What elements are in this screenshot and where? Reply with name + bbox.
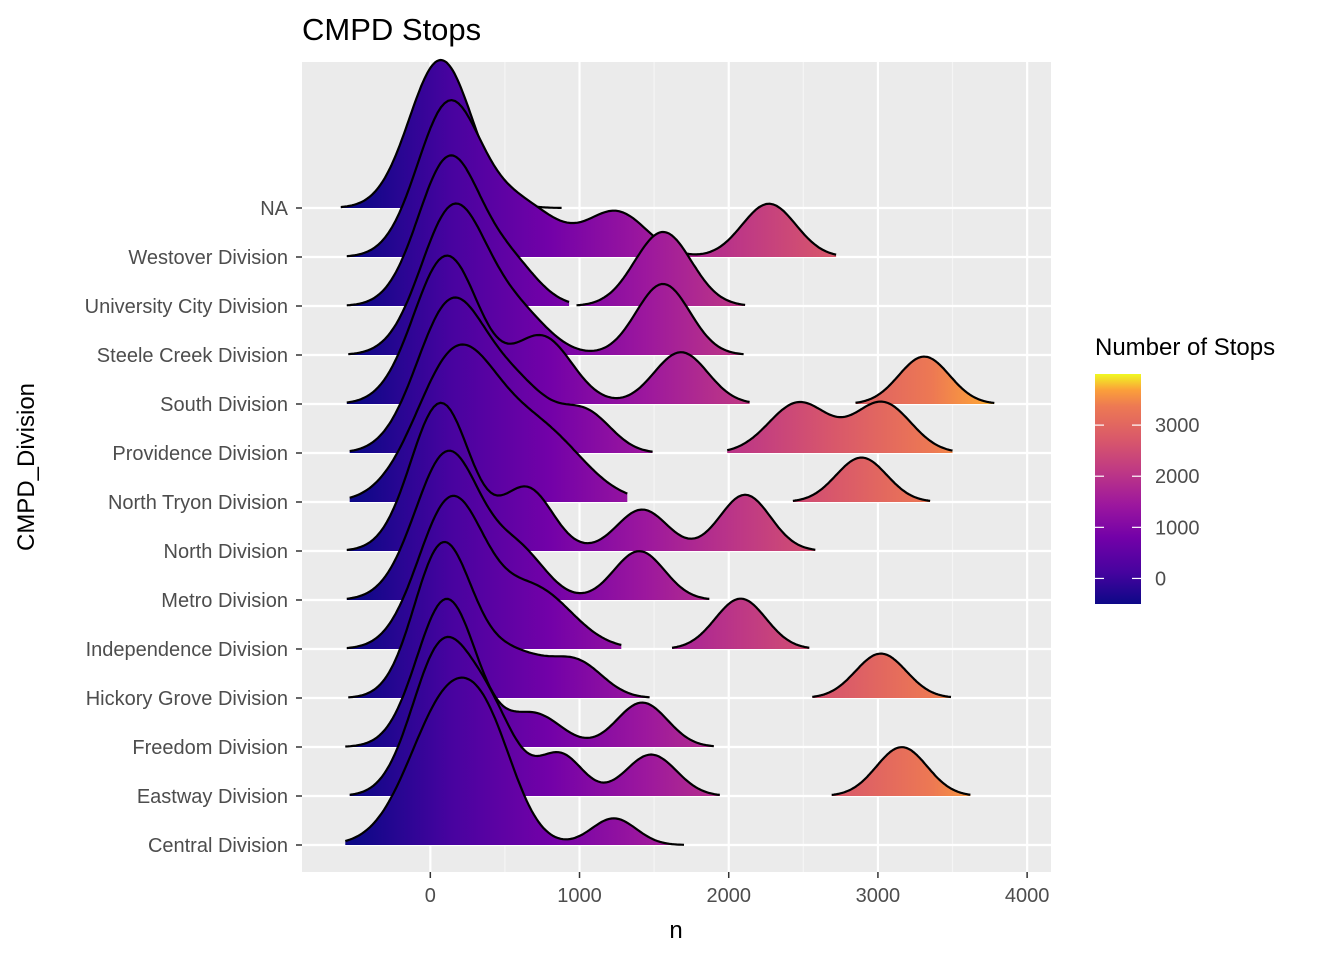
- ridge-outline: [671, 597, 810, 649]
- ridge-area: [345, 677, 684, 845]
- legend-colorbar: [1095, 374, 1141, 604]
- ridge-area: [812, 653, 951, 698]
- chart-title: CMPD Stops: [302, 12, 481, 47]
- y-tick-label: Hickory Grove Division: [86, 688, 288, 710]
- ridge-outline: [726, 400, 953, 452]
- ridge-outline: [346, 254, 750, 404]
- ridge-outline: [345, 597, 714, 748]
- y-tick-label: Eastway Division: [137, 786, 288, 808]
- ridge-outline: [349, 296, 653, 453]
- ridge-outline: [831, 746, 971, 796]
- y-tick-label: NA: [260, 198, 288, 220]
- legend-title: Number of Stops: [1095, 334, 1275, 361]
- legend-tick-label: 1000: [1155, 517, 1200, 539]
- x-axis-ticks: 0 1000 2000 3000 4000: [425, 872, 1050, 907]
- x-tick-label: 0: [425, 885, 436, 907]
- legend-tick-label: 2000: [1155, 466, 1200, 488]
- ridge-outline: [349, 343, 628, 499]
- y-axis-ticks: Central Division Eastway Division Freedom …: [85, 198, 302, 857]
- x-tick-label: 1000: [557, 885, 602, 907]
- y-axis-title: CMPD_Division: [13, 383, 40, 551]
- y-tick-label: South Division: [160, 394, 288, 416]
- ridge-outline: [348, 540, 650, 699]
- x-tick-label: 2000: [706, 885, 751, 907]
- ridge-outline: [346, 154, 570, 307]
- ridge-outline: [348, 202, 744, 356]
- x-axis-title: n: [669, 917, 682, 944]
- ridge-outline: [855, 355, 995, 405]
- ridge-outline: [812, 652, 952, 699]
- ridge-outline: [349, 635, 720, 796]
- ridge-outline: [346, 449, 710, 600]
- y-tick-label: Freedom Division: [132, 737, 288, 759]
- y-tick-label: Independence Division: [86, 639, 288, 661]
- ridge-outline: [792, 456, 931, 502]
- y-tick-label: Providence Division: [112, 443, 288, 465]
- ridge-area: [576, 232, 746, 306]
- ridge-area: [831, 747, 971, 796]
- x-tick-label: 3000: [856, 885, 901, 907]
- ridge-area: [672, 598, 810, 649]
- ridge-area: [792, 457, 931, 502]
- ridge-area: [727, 401, 953, 453]
- ridge-outline: [344, 676, 685, 846]
- y-tick-label: North Division: [164, 541, 288, 563]
- legend-tick-label: 3000: [1155, 415, 1200, 437]
- y-tick-label: Steele Creek Division: [97, 345, 288, 367]
- legend: Number of Stops 0 1000 2000 3000: [1095, 334, 1275, 604]
- ridge-outline: [346, 401, 816, 552]
- legend-tick-label: 0: [1155, 568, 1166, 590]
- ridge-outline: [576, 230, 746, 307]
- legend-ticks: 0 1000 2000 3000: [1095, 415, 1200, 590]
- ridge-area: [855, 356, 995, 404]
- y-tick-label: North Tryon Division: [108, 492, 288, 514]
- y-tick-label: University City Division: [85, 296, 288, 318]
- ridge-outline: [346, 98, 837, 258]
- x-tick-label: 4000: [1005, 885, 1050, 907]
- y-tick-label: Westover Division: [128, 247, 288, 269]
- ridge-outline: [346, 494, 622, 650]
- y-tick-label: Metro Division: [161, 590, 288, 612]
- y-tick-label: Central Division: [148, 835, 288, 857]
- ridges: [340, 58, 995, 846]
